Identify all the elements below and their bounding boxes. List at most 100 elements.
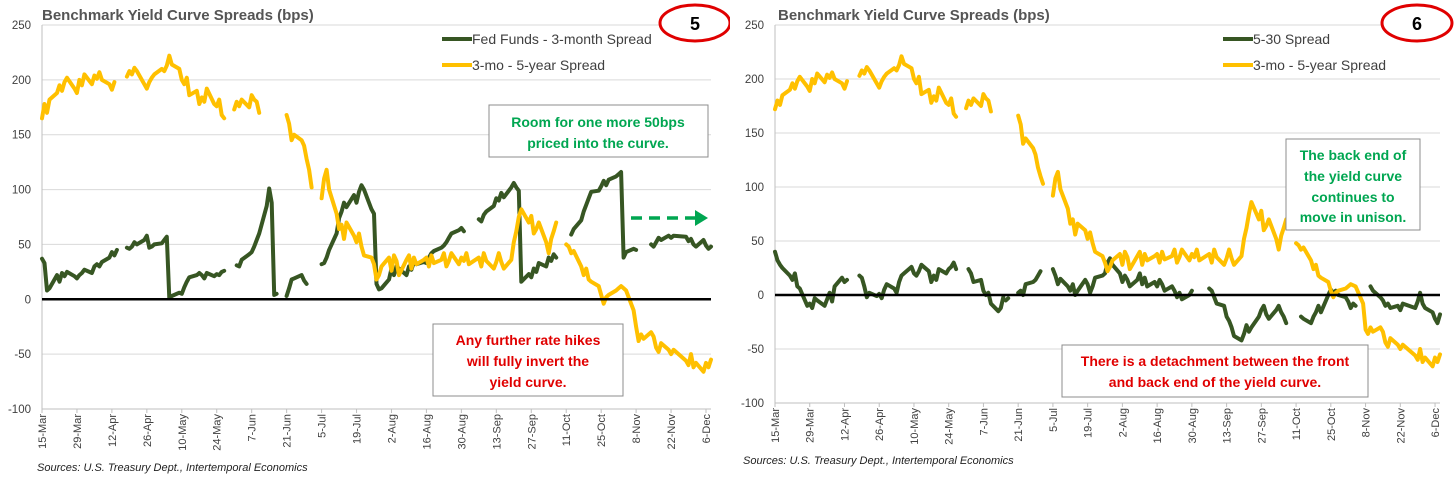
x-tick-label: 5-Jul xyxy=(317,414,329,438)
badge-ellipse xyxy=(658,3,730,43)
y-tick-label: -100 xyxy=(8,404,31,416)
x-tick-label: 25-Oct xyxy=(1326,408,1338,441)
x-tick-label: 8-Nov xyxy=(631,414,643,444)
series-line-green xyxy=(1016,269,1043,297)
x-tick-label: 21-Jun xyxy=(1013,408,1025,442)
x-tick-label: 26-Apr xyxy=(874,408,886,441)
x-tick-label: 11-Oct xyxy=(1291,408,1303,440)
badge-number: 6 xyxy=(1412,14,1422,34)
series-line-yellow xyxy=(1294,241,1442,369)
series-line-yellow xyxy=(564,242,713,374)
annotation-red-line-1: There is a detachment between the front xyxy=(1081,353,1350,369)
y-tick-label: -100 xyxy=(741,398,764,410)
legend-label: 3-mo - 5-year Spread xyxy=(1253,57,1386,73)
series-line-green xyxy=(124,233,227,301)
badge-ellipse xyxy=(1380,3,1454,43)
y-tick-label: 100 xyxy=(745,182,764,194)
legend-label: 3-mo - 5-year Spread xyxy=(472,57,605,73)
series-line-green xyxy=(773,249,849,310)
x-tick-label: 25-Oct xyxy=(596,414,608,447)
series-line-green xyxy=(1368,284,1442,326)
x-tick-label: 30-Aug xyxy=(456,414,468,449)
x-tick-label: 12-Apr xyxy=(107,414,119,447)
x-tick-label: 22-Nov xyxy=(1395,408,1407,444)
series-line-yellow xyxy=(232,93,262,115)
annotation-box-green xyxy=(1285,138,1421,231)
x-tick-label: 13-Sep xyxy=(1222,408,1234,443)
series-line-green xyxy=(569,170,639,260)
source-note: Sources: U.S. Treasury Dept., Intertempo… xyxy=(743,455,1014,467)
x-tick-label: 6-Dec xyxy=(1430,408,1442,438)
annotation-red-line-1: Any further rate hikes xyxy=(456,332,601,348)
x-tick-label: 26-Apr xyxy=(142,414,154,447)
y-tick-label: 200 xyxy=(745,74,764,86)
y-tick-label: 250 xyxy=(12,20,31,32)
series-line-green xyxy=(1207,286,1289,343)
annotation-box-green xyxy=(488,104,709,158)
x-tick-label: 22-Nov xyxy=(666,414,678,450)
dashed-arrow-head xyxy=(695,210,708,226)
x-tick-label: 19-Jul xyxy=(1083,408,1095,438)
annotation-green-line-1: The back end of xyxy=(1300,147,1407,163)
series-line-green xyxy=(966,267,1006,314)
series-line-green xyxy=(1050,256,1194,302)
x-tick-label: 27-Sep xyxy=(1256,408,1268,443)
x-tick-label: 15-Mar xyxy=(37,414,49,449)
chart-title: Benchmark Yield Curve Spreads (bps) xyxy=(42,7,314,24)
x-tick-label: 16-Aug xyxy=(1152,408,1164,443)
series-line-green xyxy=(40,247,119,293)
y-tick-label: 150 xyxy=(745,128,764,140)
y-tick-label: -50 xyxy=(14,349,31,361)
y-tick-label: 100 xyxy=(12,185,31,197)
annotation-green-line-3: continues to xyxy=(1311,189,1394,205)
series-line-yellow xyxy=(319,167,559,282)
series-line-green xyxy=(476,181,559,284)
source-note: Sources: U.S. Treasury Dept., Intertempo… xyxy=(37,462,308,474)
x-tick-label: 2-Aug xyxy=(1117,408,1129,437)
annotation-green-line-4: move in unison. xyxy=(1300,209,1407,225)
legend-label: 5-30 Spread xyxy=(1253,31,1330,47)
y-tick-label: 150 xyxy=(12,130,31,142)
y-tick-label: 50 xyxy=(751,236,764,248)
legend-label: Fed Funds - 3-month Spread xyxy=(472,31,652,47)
annotation-red-line-3: yield curve. xyxy=(489,374,566,390)
chart-panel-left: Benchmark Yield Curve Spreads (bps) -100… xyxy=(8,3,730,474)
annotation-red-line-2: will fully invert the xyxy=(466,353,589,369)
annotation-red-line-2: and back end of the yield curve. xyxy=(1109,374,1321,390)
x-tick-label: 24-May xyxy=(212,414,224,451)
x-tick-label: 10-May xyxy=(177,414,189,451)
annotation-green-line-2: priced into the curve. xyxy=(527,135,669,151)
y-tick-label: 0 xyxy=(758,290,764,302)
series-line-green xyxy=(234,186,279,297)
page-badge: 6 xyxy=(1380,3,1454,43)
annotation-box-red xyxy=(1061,344,1369,398)
x-tick-label: 19-Jul xyxy=(352,414,364,444)
y-tick-label: 250 xyxy=(745,20,764,32)
chart-title: Benchmark Yield Curve Spreads (bps) xyxy=(778,7,1050,24)
y-tick-label: 0 xyxy=(25,294,31,306)
x-tick-label: 13-Sep xyxy=(491,414,503,449)
x-tick-label: 8-Nov xyxy=(1361,408,1373,438)
x-tick-label: 15-Mar xyxy=(770,408,782,443)
annotation-green-line-2: the yield curve xyxy=(1304,168,1402,184)
yield-spread-chart-left: Benchmark Yield Curve Spreads (bps) -100… xyxy=(8,3,730,474)
y-tick-label: 200 xyxy=(12,75,31,87)
x-tick-label: 16-Aug xyxy=(421,414,433,449)
x-tick-label: 5-Jul xyxy=(1048,408,1060,432)
series-line-yellow xyxy=(1050,169,1289,274)
x-tick-label: 11-Oct xyxy=(561,414,573,446)
chart-panel-right: Benchmark Yield Curve Spreads (bps) -100… xyxy=(733,0,1456,477)
x-tick-label: 29-Mar xyxy=(72,414,84,449)
series-line-green xyxy=(1003,296,1011,303)
series-line-yellow xyxy=(284,113,314,190)
x-tick-label: 30-Aug xyxy=(1187,408,1199,443)
series-line-yellow xyxy=(40,70,117,121)
x-tick-label: 27-Sep xyxy=(526,414,538,449)
badge-number: 5 xyxy=(690,14,700,34)
x-tick-label: 10-May xyxy=(909,408,921,445)
x-tick-label: 2-Aug xyxy=(386,414,398,443)
x-tick-label: 7-Jun xyxy=(247,414,259,442)
page-badge: 5 xyxy=(658,3,730,43)
series-line-green xyxy=(284,273,309,298)
x-tick-label: 24-May xyxy=(944,408,956,445)
